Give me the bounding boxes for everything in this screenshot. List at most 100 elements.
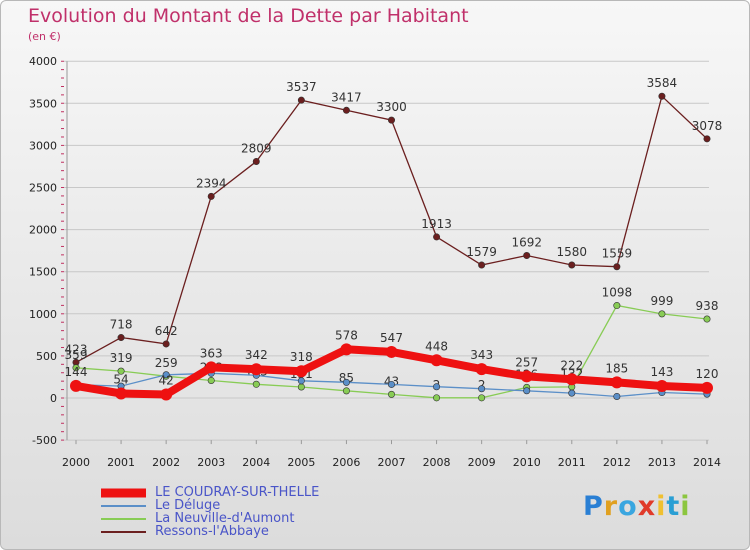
data-label: 1913 [421, 217, 452, 231]
data-label: 343 [470, 348, 493, 362]
legend-swatch [101, 530, 146, 533]
logo-letter: r [603, 491, 619, 522]
data-label: 2394 [196, 176, 227, 190]
series-point [478, 261, 486, 269]
y-tick-label: 2500 [29, 182, 57, 195]
data-label: 363 [200, 346, 223, 360]
series-point [433, 383, 441, 391]
x-tick-label: 2010 [513, 456, 541, 469]
series-point [478, 394, 486, 402]
y-tick-label: 2000 [29, 224, 57, 237]
legend-label: La Neuville-d'Aumont [155, 511, 295, 526]
y-tick-label: 4000 [29, 55, 57, 68]
data-label: 3300 [376, 100, 407, 114]
series-point [205, 361, 218, 374]
series-point [655, 379, 668, 392]
series-point [520, 370, 533, 383]
chart-title: Evolution du Montant de la Dette par Hab… [28, 5, 469, 27]
series-point [70, 379, 82, 392]
proxiti-logo: Proxiti [583, 491, 691, 522]
data-label: 257 [515, 355, 538, 369]
series-point [160, 388, 173, 401]
y-tick-label: -500 [32, 434, 57, 447]
x-tick-label: 2013 [648, 456, 676, 469]
series-point [340, 343, 353, 356]
y-tick-label: 500 [36, 350, 57, 363]
data-label: 2 [478, 378, 486, 392]
series-point [342, 387, 350, 395]
data-label: 319 [110, 351, 133, 365]
data-label: 578 [335, 328, 358, 342]
data-label: 938 [696, 299, 719, 313]
legend-label: Ressons-l'Abbaye [155, 524, 269, 539]
data-label: 1580 [557, 245, 588, 259]
data-label: 3584 [647, 76, 678, 90]
x-tick-label: 2004 [242, 456, 270, 469]
series-point [613, 263, 621, 271]
data-label: 259 [155, 356, 178, 370]
series-point [162, 340, 170, 348]
series-point [658, 92, 666, 100]
data-label: 3537 [286, 80, 317, 94]
x-tick-label: 2008 [423, 456, 451, 469]
data-label: 42 [159, 373, 174, 387]
y-tick-label: 1000 [29, 308, 57, 321]
logo-letter: x [637, 491, 657, 522]
series-point [658, 310, 666, 318]
series-point [478, 385, 486, 393]
series-point [297, 383, 305, 391]
y-tick-label: 1500 [29, 266, 57, 279]
series-point [703, 135, 711, 143]
series-point [117, 334, 125, 342]
x-tick-label: 2001 [107, 456, 135, 469]
series-point [523, 387, 531, 395]
series-point [342, 106, 350, 114]
logo-letter: i [680, 491, 691, 522]
y-tick-label: 3500 [29, 97, 57, 110]
series-point [252, 380, 260, 388]
series-point [387, 380, 395, 388]
data-label: 143 [650, 365, 673, 379]
legend-label: LE COUDRAY-SUR-THELLE [155, 485, 320, 500]
series-point [613, 302, 621, 310]
series-point [387, 390, 395, 398]
data-label: 547 [380, 331, 403, 345]
x-tick-label: 2005 [287, 456, 315, 469]
legend-swatch [101, 488, 146, 497]
data-label: 718 [110, 318, 133, 332]
series-point [433, 233, 441, 241]
series-point [117, 367, 125, 375]
x-tick-label: 2011 [558, 456, 586, 469]
data-label: 1692 [511, 236, 542, 250]
data-label: 1098 [602, 286, 633, 300]
x-tick-label: 2002 [152, 456, 180, 469]
data-label: 144 [65, 365, 88, 379]
series-point [385, 345, 398, 358]
data-label: 359 [65, 348, 88, 362]
data-label: 185 [605, 361, 628, 375]
series-point [342, 378, 350, 386]
data-label: 423 [65, 342, 88, 356]
x-tick-label: 2000 [62, 456, 90, 469]
data-label: 222 [560, 358, 583, 372]
data-label: 1559 [602, 247, 633, 261]
data-label: 3417 [331, 90, 362, 104]
series-point [475, 363, 488, 376]
data-label: 85 [339, 371, 354, 385]
series-point [295, 365, 308, 378]
series-point [430, 354, 443, 367]
series-point [610, 376, 623, 389]
data-label: 3078 [692, 119, 723, 133]
series-point [387, 116, 395, 124]
y-tick-label: 3000 [29, 139, 57, 152]
series-point [568, 261, 576, 269]
logo-letter: P [583, 491, 604, 522]
data-label: 2809 [241, 141, 272, 155]
series-point [565, 373, 578, 386]
y-tick-label: 0 [50, 392, 57, 405]
series-point [701, 381, 713, 394]
data-label: 448 [425, 339, 448, 353]
legend-swatch [101, 504, 146, 507]
